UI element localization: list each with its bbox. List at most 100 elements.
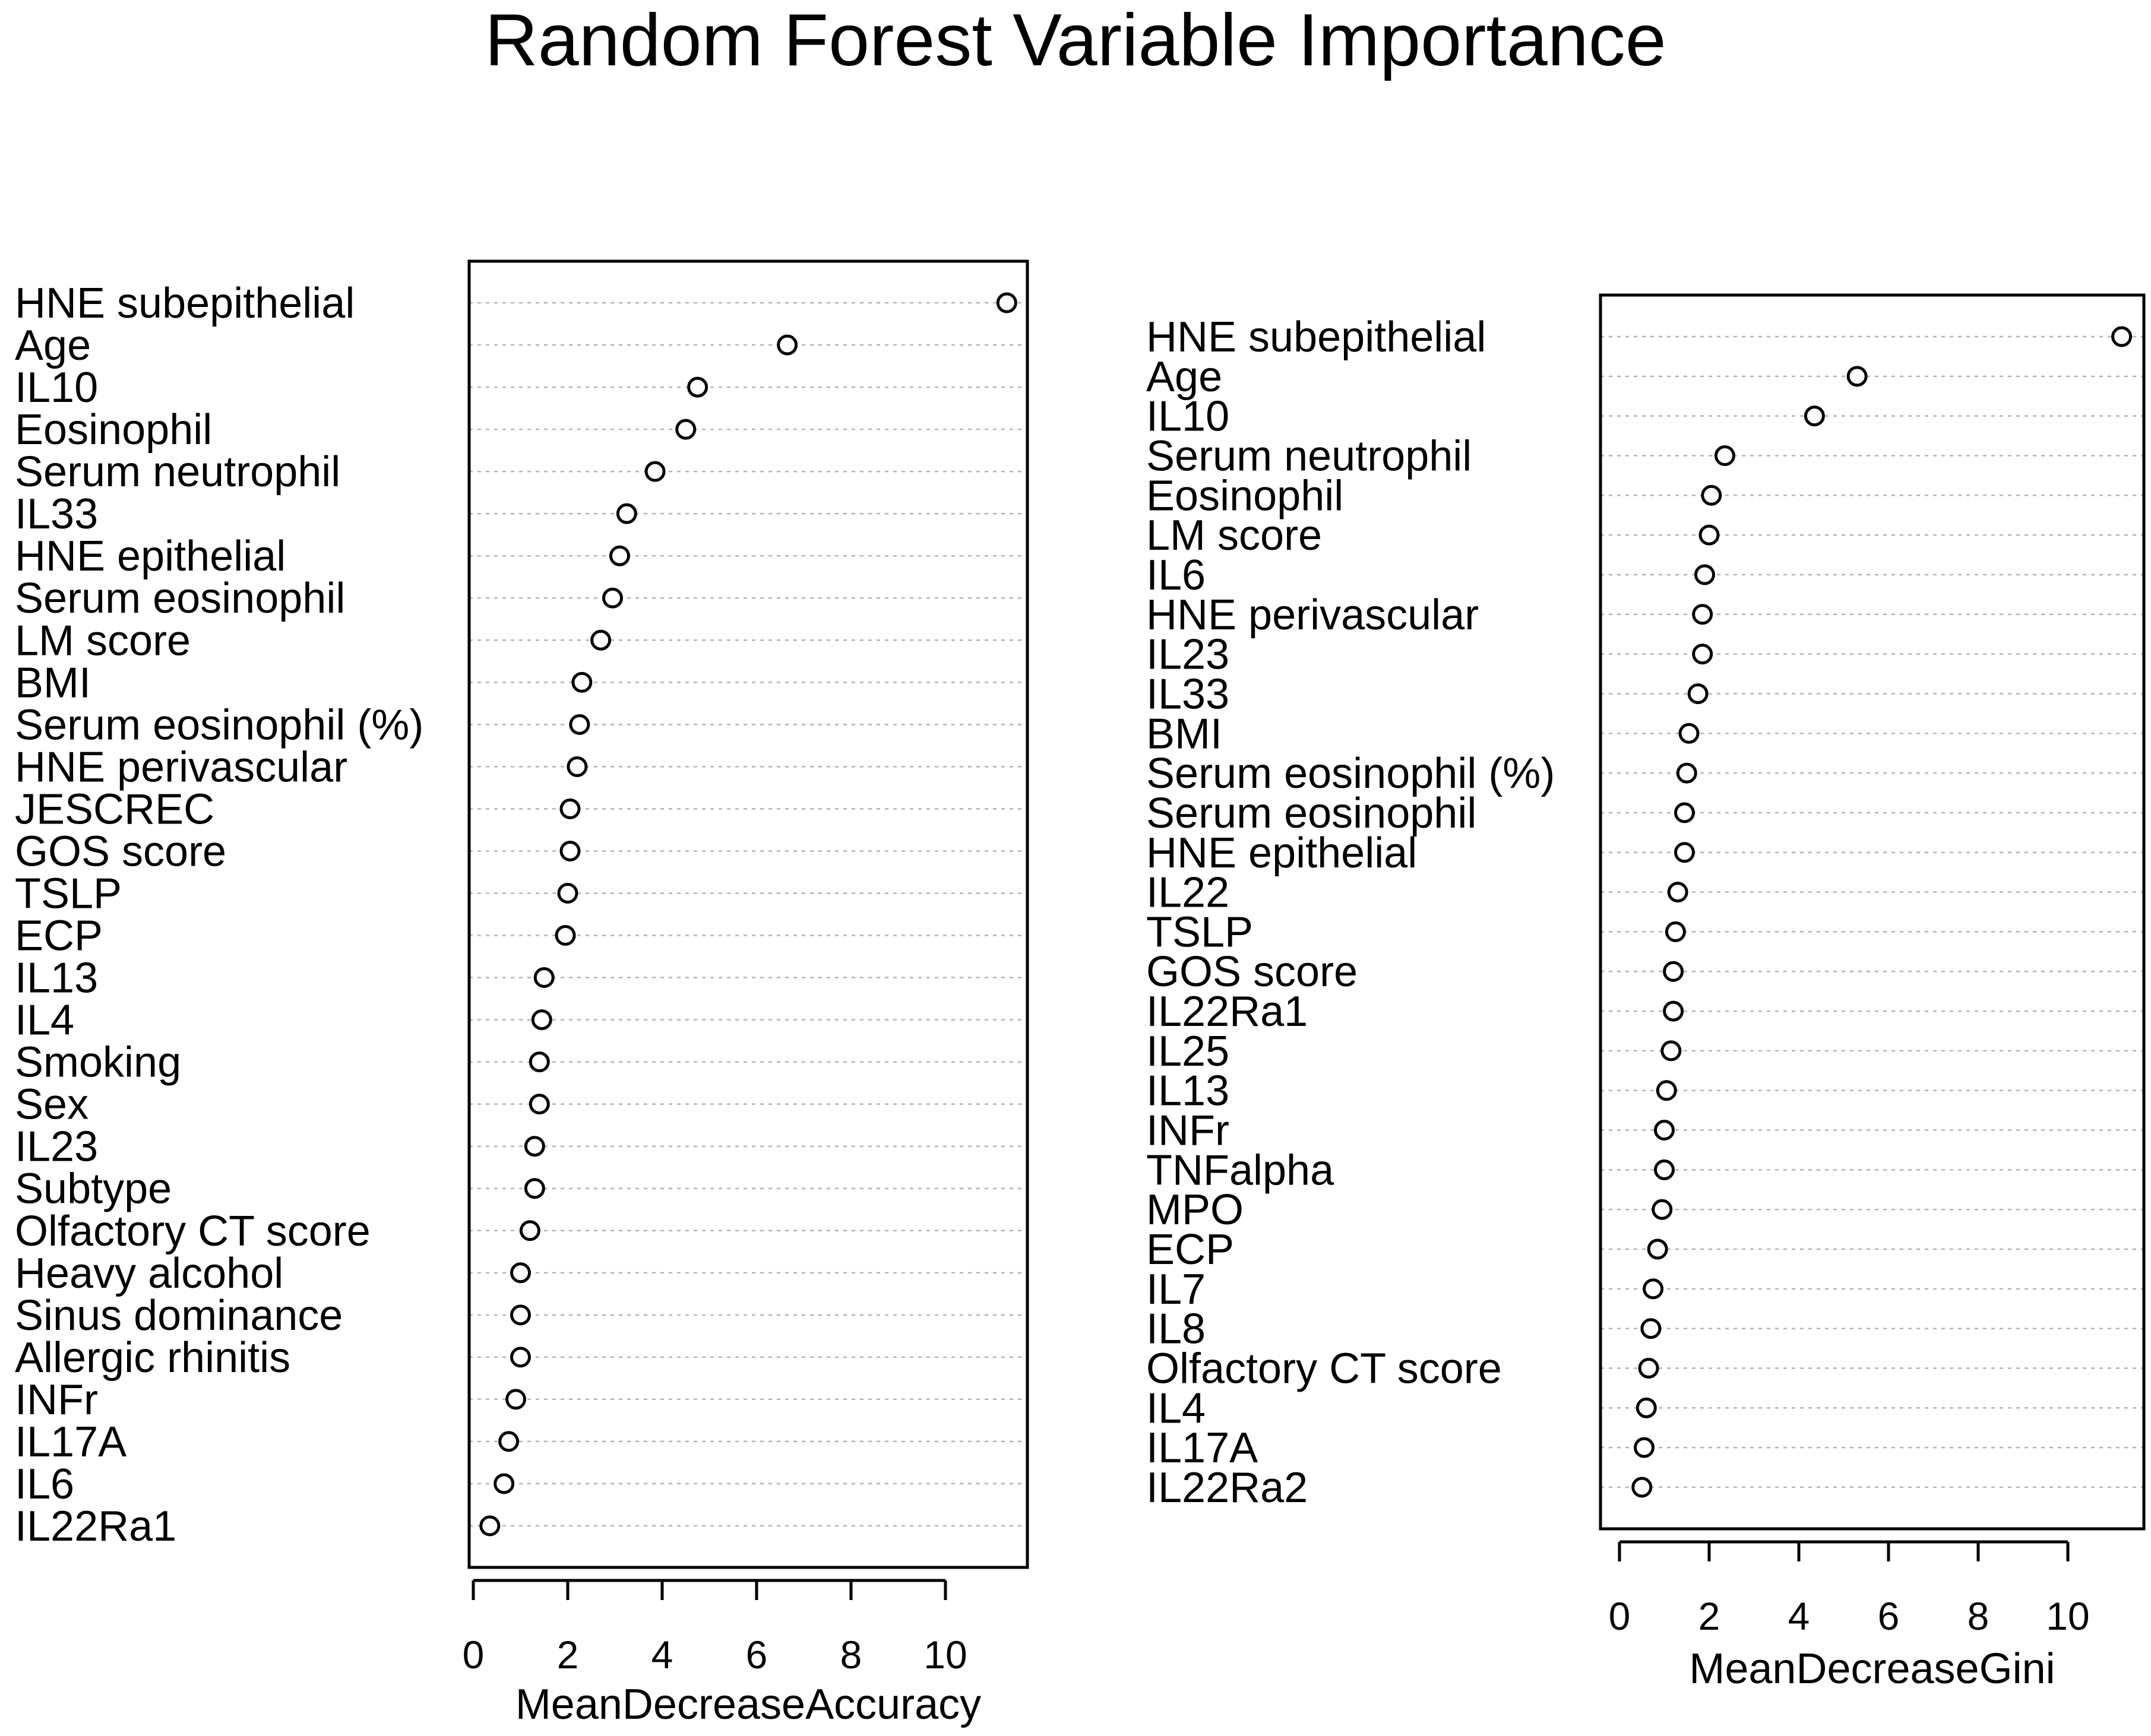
- accuracy-category-label: IL6: [15, 1461, 74, 1508]
- accuracy-category-label: Serum eosinophil: [15, 575, 345, 622]
- accuracy-category-label: IL23: [15, 1123, 98, 1171]
- accuracy-point: [494, 1473, 515, 1494]
- accuracy-category-label: Age: [15, 322, 91, 369]
- accuracy-category-label: LM score: [15, 617, 191, 664]
- gini-point: [1804, 406, 1825, 427]
- accuracy-category-label: IL17A: [15, 1418, 126, 1466]
- gini-point: [1676, 762, 1697, 784]
- gini-point: [1654, 1120, 1675, 1141]
- accuracy-point: [519, 1220, 540, 1241]
- accuracy-point: [524, 1178, 545, 1199]
- gini-point: [1640, 1318, 1662, 1339]
- accuracy-point: [510, 1262, 531, 1284]
- gini-category-label: HNE perivascular: [1146, 591, 1479, 639]
- gini-category-label: Serum eosinophil (%): [1146, 750, 1555, 797]
- accuracy-point: [567, 756, 588, 777]
- gini-category-label: IL22Ra1: [1146, 988, 1308, 1035]
- gini-category-label: IL6: [1146, 552, 1206, 599]
- accuracy-point: [590, 629, 612, 651]
- accuracy-category-label: Heavy alcohol: [15, 1250, 283, 1297]
- accuracy-x-tick-label: 0: [463, 1633, 485, 1677]
- accuracy-point: [529, 1051, 550, 1073]
- accuracy-category-label: Serum eosinophil (%): [15, 701, 423, 749]
- gini-point: [1634, 1437, 1655, 1458]
- accuracy-point: [479, 1515, 501, 1537]
- gini-category-label: IL7: [1146, 1266, 1206, 1313]
- gini-category-label: TSLP: [1146, 908, 1253, 956]
- gini-point: [1665, 921, 1686, 942]
- gini-point: [1674, 802, 1695, 823]
- gini-point: [1701, 484, 1722, 506]
- accuracy-point: [777, 334, 798, 356]
- gini-category-label: MPO: [1146, 1186, 1244, 1234]
- accuracy-category-label: HNE epithelial: [15, 533, 286, 580]
- accuracy-point: [559, 840, 581, 861]
- accuracy-point: [557, 882, 578, 904]
- gini-category-label: HNE epithelial: [1146, 829, 1417, 877]
- gini-category-label: HNE subepithelial: [1146, 313, 1486, 361]
- gini-point: [1636, 1397, 1657, 1418]
- gini-category-label: IL8: [1146, 1306, 1206, 1353]
- accuracy-x-tick-label: 6: [746, 1633, 768, 1677]
- gini-category-label: IL4: [1146, 1385, 1206, 1432]
- accuracy-category-label: IL4: [15, 997, 74, 1044]
- gini-x-tick-label: 2: [1698, 1594, 1720, 1638]
- accuracy-point: [616, 503, 637, 524]
- accuracy-point: [687, 376, 708, 398]
- accuracy-point: [609, 545, 630, 566]
- gini-plot-frame: [1599, 293, 2146, 1531]
- accuracy-category-label: Serum neutrophil: [15, 448, 340, 496]
- accuracy-category-label: IL13: [15, 955, 98, 1002]
- panels: HNE subepithelialAgeIL10EosinophilSerum …: [15, 259, 2146, 1728]
- accuracy-point: [571, 671, 593, 693]
- gini-point: [1647, 1238, 1668, 1260]
- accuracy-point: [555, 925, 576, 946]
- gini-point: [1631, 1477, 1653, 1498]
- gini-category-label: Olfactory CT score: [1146, 1345, 1502, 1393]
- accuracy-x-tick-label: 8: [840, 1633, 862, 1677]
- gini-point: [1643, 1278, 1664, 1300]
- gini-category-label: ECP: [1146, 1226, 1234, 1274]
- gini-point: [1663, 1000, 1684, 1022]
- gini-point: [1678, 723, 1700, 744]
- accuracy-category-label: ECP: [15, 913, 103, 960]
- gini-point: [1652, 1199, 1673, 1220]
- gini-point: [1667, 882, 1688, 903]
- accuracy-x-axis-label: MeanDecreaseAccuracy: [515, 1681, 981, 1728]
- accuracy-x-tick-label: 4: [651, 1633, 673, 1677]
- accuracy-category-label: IL10: [15, 364, 98, 411]
- gini-point: [1846, 366, 1868, 387]
- gini-category-label: IL23: [1146, 631, 1229, 679]
- gini-point: [1660, 1040, 1682, 1062]
- gini-category-label: IL10: [1146, 393, 1229, 441]
- accuracy-point: [996, 292, 1017, 313]
- gini-x-axis-label: MeanDecreaseGini: [1689, 1645, 2055, 1693]
- gini-category-label: INFr: [1146, 1107, 1229, 1155]
- gini-category-label: IL33: [1146, 670, 1229, 718]
- gini-category-label: LM score: [1146, 512, 1322, 559]
- accuracy-point: [569, 714, 590, 735]
- gini-category-label: IL13: [1146, 1067, 1229, 1115]
- accuracy-category-label: Allergic rhinitis: [15, 1334, 290, 1382]
- gini-point: [1692, 644, 1713, 665]
- gini-point: [1687, 683, 1709, 704]
- gini-category-label: Eosinophil: [1146, 472, 1343, 519]
- accuracy-point: [505, 1389, 527, 1410]
- gini-point: [1674, 842, 1695, 863]
- accuracy-point: [524, 1136, 545, 1157]
- accuracy-point: [559, 798, 581, 819]
- accuracy-point: [602, 587, 624, 609]
- accuracy-point: [675, 419, 697, 440]
- accuracy-category-label: Sex: [15, 1081, 88, 1129]
- gini-point: [1694, 564, 1715, 585]
- accuracy-category-label: Subtype: [15, 1165, 172, 1213]
- gini-point: [2111, 326, 2133, 347]
- accuracy-category-label: Sinus dominance: [15, 1292, 343, 1339]
- gini-category-label: Age: [1146, 353, 1222, 401]
- accuracy-category-label: GOS score: [15, 828, 226, 875]
- gini-point: [1692, 604, 1713, 625]
- gini-point: [1638, 1358, 1659, 1379]
- accuracy-category-label: IL33: [15, 490, 98, 538]
